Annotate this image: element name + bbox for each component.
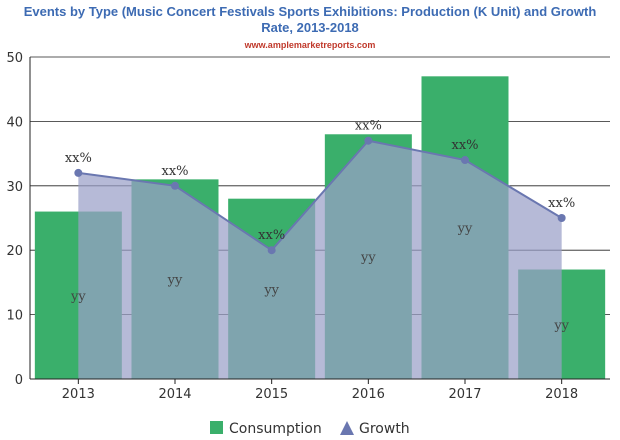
y-tick-label-10: 10 (6, 309, 23, 324)
x-tick-label-2014: 2014 (158, 387, 191, 402)
growth-data-label-2013: xx% (65, 151, 92, 166)
legend-label-consumption: Consumption (229, 421, 322, 437)
growth-data-label-2014: xx% (161, 164, 188, 179)
bar-data-label-2014: yy (167, 273, 183, 288)
growth-point-2015 (267, 246, 276, 255)
legend-swatch-consumption (210, 421, 223, 434)
bar-data-label-2013: yy (70, 289, 86, 304)
data-labels: yy yy yy yy yy yy xx% xx% xx% xx% xx% xx% (65, 119, 575, 334)
y-tick-label-50: 50 (6, 51, 23, 66)
y-tick-label-30: 30 (6, 180, 23, 195)
growth-data-label-2017: xx% (451, 138, 478, 153)
growth-data-label-2018: xx% (548, 196, 575, 211)
growth-data-label-2016: xx% (355, 119, 382, 134)
growth-point-2014 (171, 181, 179, 190)
growth-data-label-2015: xx% (258, 228, 285, 243)
y-tick-label-0: 0 (15, 373, 23, 388)
x-tick-label-2017: 2017 (448, 387, 481, 402)
chart-title-line1: Events by Type (Music Concert Festivals … (24, 4, 597, 19)
growth-point-2013 (74, 168, 83, 177)
growth-point-2016 (364, 136, 373, 145)
y-tick-label-40: 40 (6, 115, 23, 130)
x-tick-label-2015: 2015 (255, 387, 288, 402)
growth-area-fill (78, 140, 562, 379)
legend-swatch-growth (340, 421, 354, 435)
x-tick-label-2013: 2013 (62, 387, 95, 402)
growth-area (74, 136, 566, 379)
y-tick-label-20: 20 (6, 244, 23, 259)
growth-point-2017 (461, 156, 469, 165)
legend-label-growth: Growth (359, 421, 410, 437)
chart-source: www.amplemarketreports.com (244, 40, 376, 50)
growth-point-2018 (557, 214, 566, 222)
legend: Consumption Growth (210, 421, 410, 437)
chart-title-line2: Rate, 2013-2018 (261, 20, 359, 35)
axes: 0 10 20 30 40 50 2013 2014 2015 2016 2017 2018 (6, 51, 610, 402)
x-tick-label-2016: 2016 (352, 387, 385, 402)
bar-data-label-2017: yy (457, 222, 473, 237)
x-tick-label-2018: 2018 (545, 387, 578, 402)
bar-data-label-2015: yy (263, 283, 279, 298)
bar-data-label-2018: yy (553, 318, 569, 333)
growth-line (78, 139, 563, 252)
bar-data-label-2016: yy (360, 251, 376, 266)
